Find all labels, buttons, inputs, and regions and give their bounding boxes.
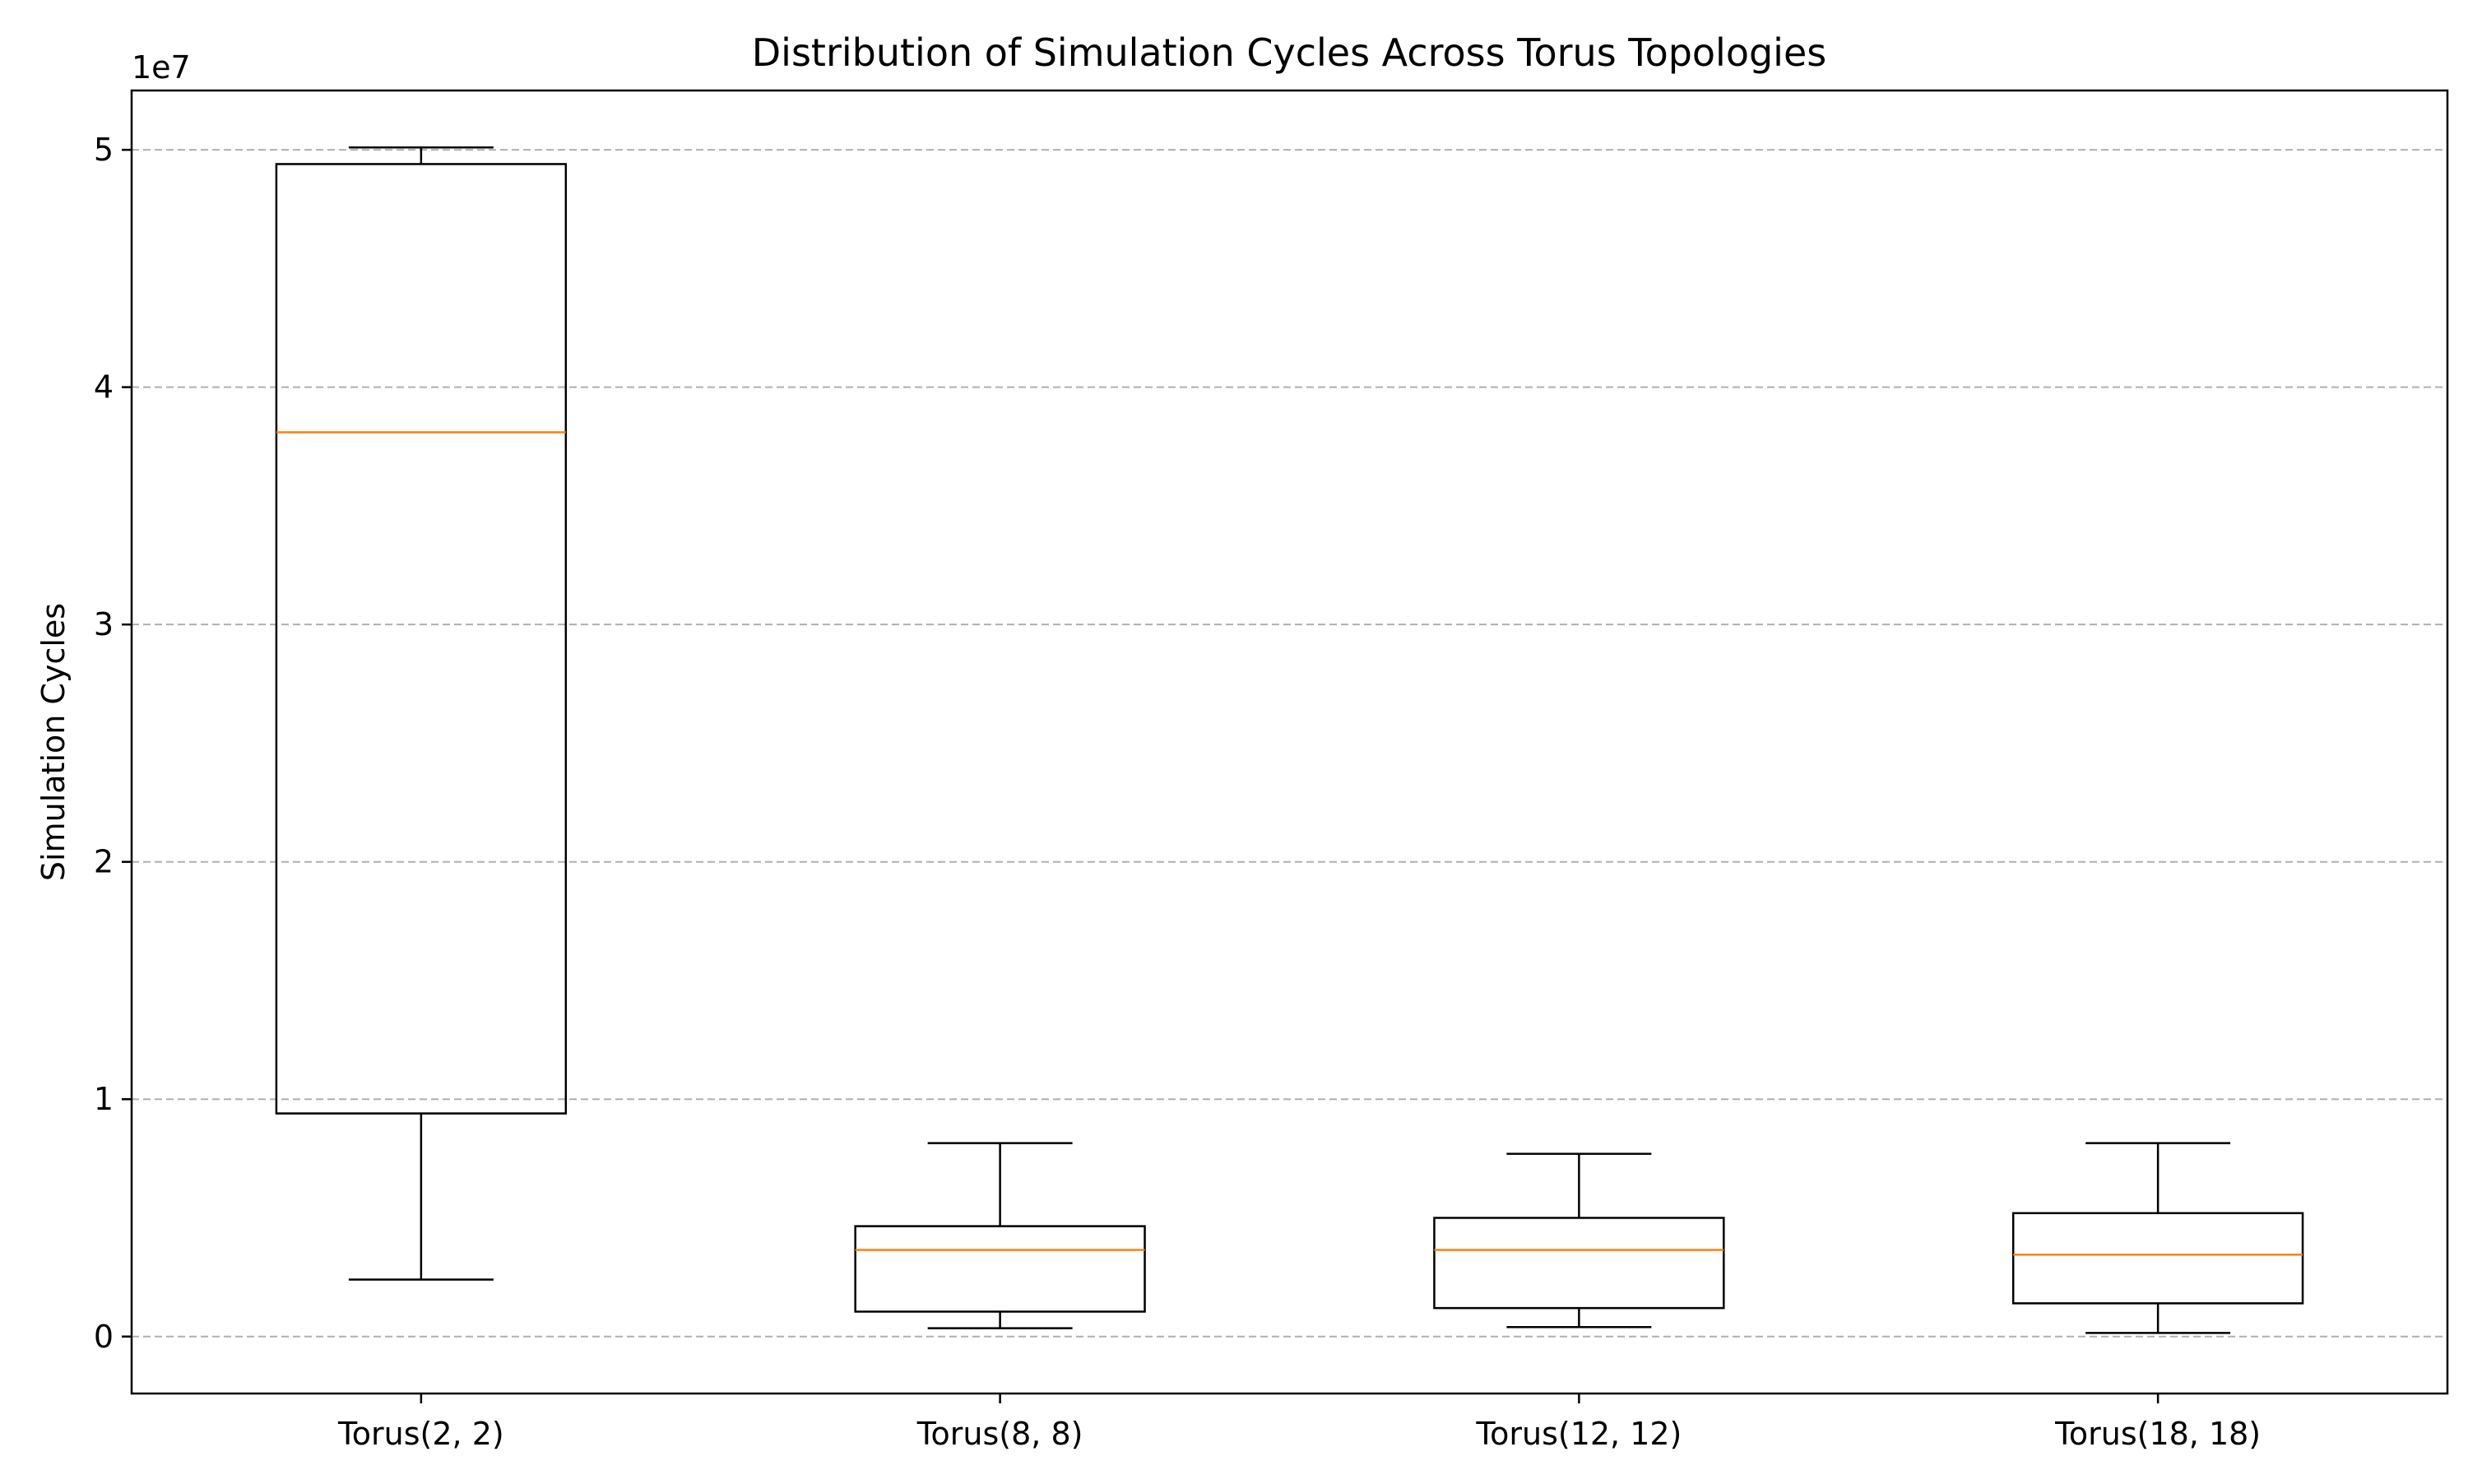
x-tick-label: Torus(18, 18) (2054, 1416, 2261, 1452)
iqr-box (2011, 1212, 2304, 1305)
box-group (2011, 1142, 2304, 1334)
x-tick-label: Torus(8, 8) (916, 1416, 1083, 1452)
box-group (1433, 1152, 1725, 1329)
tick-layer: 0 1 2 3 4 5 Torus(2, 2) Torus(8, 8) Torus(12, 12… (94, 132, 2261, 1452)
iqr-box (1433, 1217, 1725, 1310)
x-tick-label: Torus(2, 2) (337, 1416, 504, 1452)
box-group (854, 1142, 1146, 1329)
y-tick-label: 2 (94, 844, 114, 880)
y-axis-offset-label: 1e7 (132, 49, 191, 86)
y-tick-label: 3 (94, 606, 114, 642)
y-tick-label: 4 (94, 369, 114, 406)
grid-layer (132, 149, 2447, 1338)
chart-title: Distribution of Simulation Cycles Across… (752, 30, 1826, 75)
x-tick-label: Torus(12, 12) (1475, 1416, 1682, 1452)
box-group (275, 146, 568, 1281)
iqr-box (275, 163, 568, 1115)
y-tick-label: 1 (94, 1081, 114, 1117)
box-layer (275, 146, 2304, 1334)
y-tick-label: 0 (94, 1319, 114, 1355)
y-axis-label: Simulation Cycles (35, 603, 72, 881)
iqr-box (854, 1225, 1146, 1313)
plot-frame (130, 89, 2449, 1395)
y-tick-label: 5 (94, 132, 114, 168)
